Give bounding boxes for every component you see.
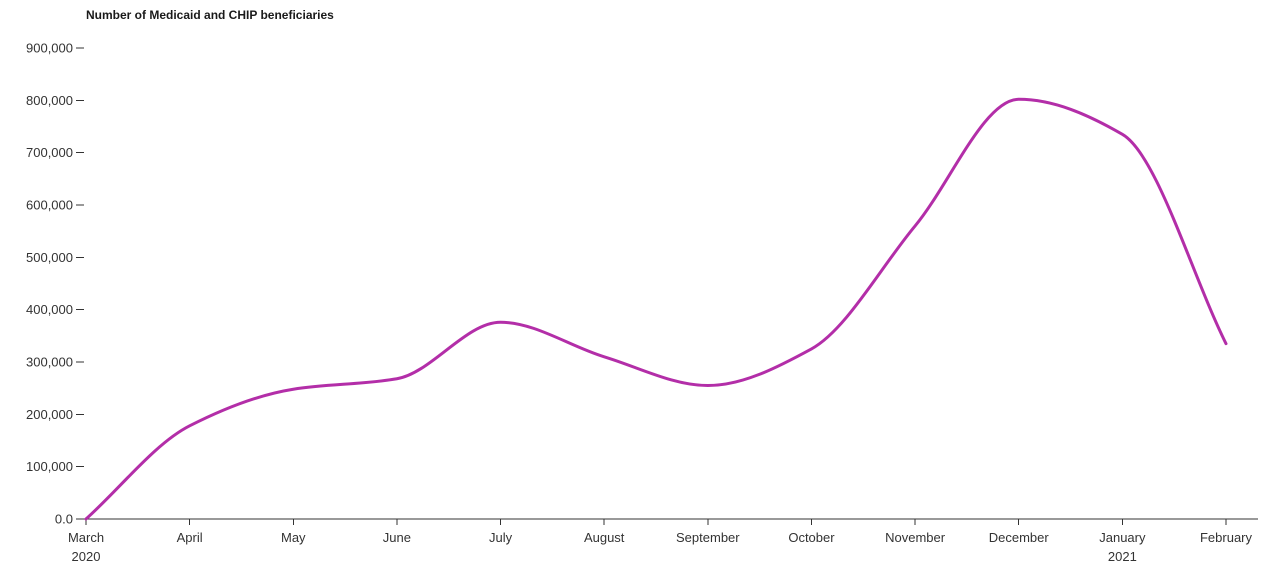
x-tick-label: November — [885, 530, 946, 545]
y-tick-label: 900,000 — [26, 41, 73, 56]
y-tick-label: 600,000 — [26, 198, 73, 213]
x-tick-label: March — [68, 530, 104, 545]
x-tick-label: April — [177, 530, 203, 545]
x-tick-label: August — [584, 530, 625, 545]
x-tick-label: October — [788, 530, 835, 545]
x-year-label: 2020 — [72, 549, 101, 563]
x-tick-label: December — [989, 530, 1050, 545]
y-tick-label: 800,000 — [26, 93, 73, 108]
y-tick-label: 500,000 — [26, 250, 73, 265]
x-tick-label: May — [281, 530, 306, 545]
series-group — [84, 97, 1228, 521]
y-tick-label: 100,000 — [26, 459, 73, 474]
x-year-label: 2021 — [1108, 549, 1137, 563]
y-tick-label: 200,000 — [26, 407, 73, 422]
y-axis: 0.0 100,000 200,000 300,000 400,000 500,000 60… — [26, 41, 84, 527]
y-tick-label: 700,000 — [26, 145, 73, 160]
y-tick-label: 0.0 — [55, 512, 73, 527]
x-tick-label: July — [489, 530, 513, 545]
x-tick-label: February — [1200, 530, 1253, 545]
x-axis: March April May June July August September Octo… — [68, 518, 1258, 563]
chart-title: Number of Medicaid and CHIP beneficiarie… — [86, 8, 334, 22]
y-tick-label: 300,000 — [26, 355, 73, 370]
x-tick-label: September — [676, 530, 740, 545]
x-tick-label: June — [383, 530, 411, 545]
x-tick-label: January — [1099, 530, 1146, 545]
series-line — [84, 97, 1228, 521]
y-tick-label: 400,000 — [26, 302, 73, 317]
